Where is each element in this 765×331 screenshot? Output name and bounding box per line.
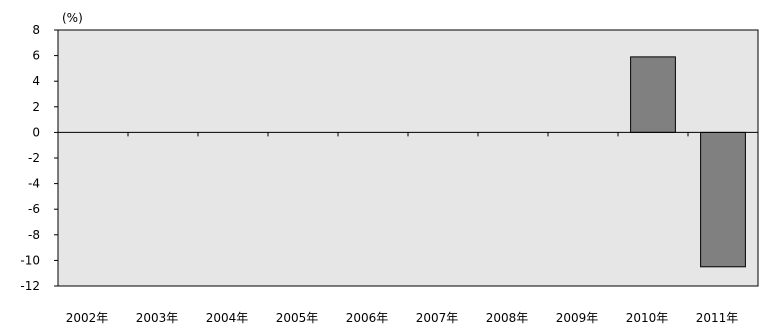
x-tick-label: 2011年 [696,311,739,325]
y-tick-label: -4 [28,177,40,191]
x-tick-labels: 2002年 2003年 2004年 2005年 2006年 2007年 2008年 2009年… [66,311,739,325]
y-tick-label: 2 [32,100,40,114]
bar-2011年 [700,131,746,268]
x-tick-label: 2006年 [346,311,389,325]
x-tick-label: 2005年 [276,311,319,325]
x-tick-label: 2003年 [136,311,179,325]
axes-group [54,29,759,287]
x-tick-label: 2007年 [416,311,459,325]
y-tick-label: -2 [28,151,40,165]
y-tick-label: -6 [28,202,40,216]
y-tick-label: 0 [32,125,40,139]
y-axis-unit-label: (%) [62,11,83,25]
x-tick-label: 2008年 [486,311,529,325]
y-tick-label: -12 [20,279,40,293]
y-tick-label: -8 [28,228,40,242]
x-tick-label: 2009年 [556,311,599,325]
y-tick-label: 6 [32,49,40,63]
bar-2010年 [630,56,676,133]
x-tick-label: 2010年 [626,311,669,325]
y-tick-label: 4 [32,74,40,88]
y-tick-label: 8 [32,23,40,37]
y-tick-labels: 8 6 4 2 0 -2 -4 -6 -8 -10 -12 [20,23,40,293]
x-tick-label: 2002年 [66,311,109,325]
y-tick-label: -10 [20,253,40,267]
x-tick-label: 2004年 [206,311,249,325]
